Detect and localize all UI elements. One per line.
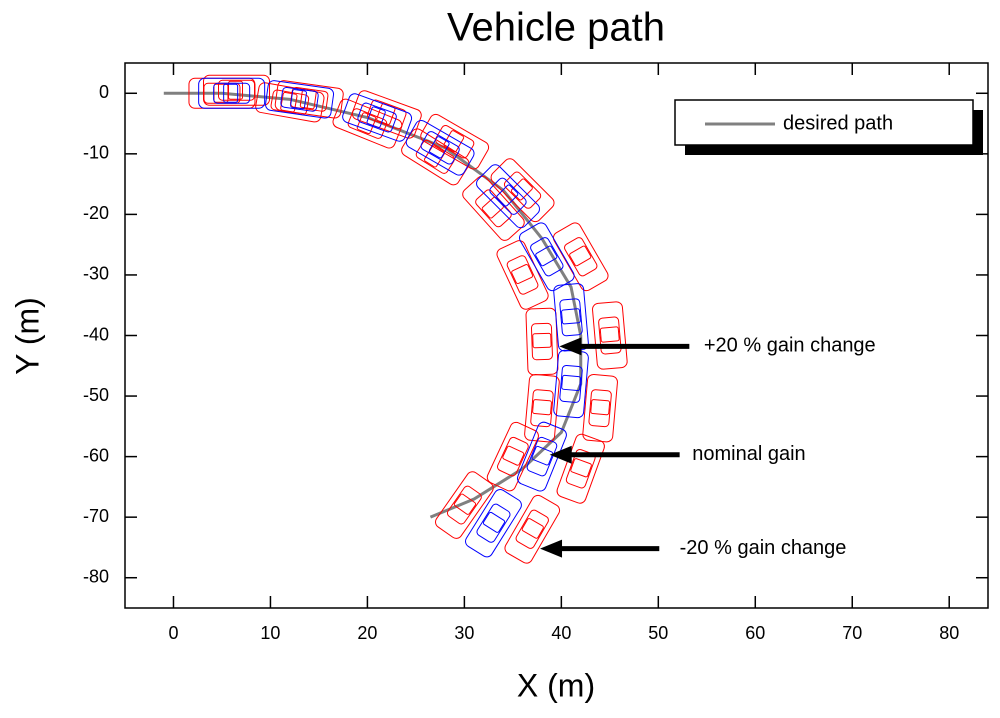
legend-label: desired path	[783, 112, 893, 134]
vehicle	[582, 374, 618, 442]
y-tick-label: -70	[83, 506, 109, 526]
vehicle-part	[503, 493, 562, 565]
vehicle	[503, 493, 562, 565]
y-tick-label: -10	[83, 143, 109, 163]
vehicle	[433, 469, 495, 540]
vehicle-part	[531, 323, 552, 360]
chart: Vehicle path X (m) Y (m) 0 10 20 30 40 50 60 70…	[0, 0, 1000, 718]
vehicle	[592, 301, 628, 369]
vehicle	[551, 221, 610, 293]
vehicle-part	[475, 503, 511, 544]
x-tick-label: 10	[260, 623, 280, 643]
vehicle-part	[433, 469, 495, 540]
vehicle-part	[530, 389, 553, 427]
x-tick-label: 70	[842, 623, 862, 643]
chart-title: Vehicle path	[447, 6, 665, 50]
vehicle-part	[446, 485, 483, 526]
x-tick-label: 60	[745, 623, 765, 643]
vehicle-part	[551, 221, 610, 293]
annotation: nominal gain	[692, 443, 805, 465]
x-tick-label: 80	[939, 623, 959, 643]
x-axis-label: X (m)	[517, 667, 595, 703]
vehicle-part	[376, 103, 395, 125]
y-tick-label: -20	[83, 203, 109, 223]
annotation: +20 % gain change	[704, 335, 876, 357]
vehicle	[463, 487, 523, 559]
vehicle-part	[591, 399, 610, 415]
arrow-head	[540, 540, 562, 558]
vehicle-part	[582, 374, 618, 442]
vehicle-part	[592, 301, 628, 369]
desired-path	[164, 93, 581, 517]
vehicle-part	[524, 374, 560, 442]
vehicle	[495, 239, 550, 311]
vehicle-part	[481, 196, 504, 218]
y-tick-label: 0	[99, 82, 109, 102]
x-tick-label: 20	[357, 623, 377, 643]
y-tick-label: -30	[83, 264, 109, 284]
x-tick-label: 0	[168, 623, 178, 643]
vehicle-part	[495, 239, 550, 311]
arrow-head	[559, 337, 581, 355]
vehicle-part	[533, 333, 551, 348]
vehicle-part	[589, 389, 612, 427]
vehicle-part	[560, 365, 583, 403]
x-tick-label: 40	[551, 623, 571, 643]
vehicle-part	[529, 236, 564, 277]
vehicle-part	[506, 254, 539, 295]
vehicle-part	[463, 487, 523, 559]
y-tick-label: -50	[83, 385, 109, 405]
vehicle-part	[569, 245, 592, 266]
arrow-head	[550, 446, 572, 464]
y-tick-label: -80	[83, 566, 109, 586]
y-axis-label: Y (m)	[9, 297, 45, 375]
vehicle-part	[563, 236, 598, 277]
x-tick-label: 30	[454, 623, 474, 643]
y-tick-label: -60	[83, 445, 109, 465]
vehicle-part	[496, 436, 529, 477]
annotation: -20 % gain change	[680, 537, 847, 559]
vehicle-part	[483, 512, 506, 533]
vehicle-part	[526, 436, 558, 477]
vehicle	[526, 308, 558, 375]
vehicle-part	[521, 518, 544, 539]
y-tick-label: -40	[83, 324, 109, 344]
vehicle-part	[526, 308, 558, 375]
vehicle	[524, 374, 560, 442]
vehicle-part	[532, 399, 551, 415]
vehicle-part	[515, 509, 550, 550]
vehicle-part	[570, 458, 592, 477]
vehicle-part	[600, 327, 619, 343]
x-tick-label: 50	[648, 623, 668, 643]
